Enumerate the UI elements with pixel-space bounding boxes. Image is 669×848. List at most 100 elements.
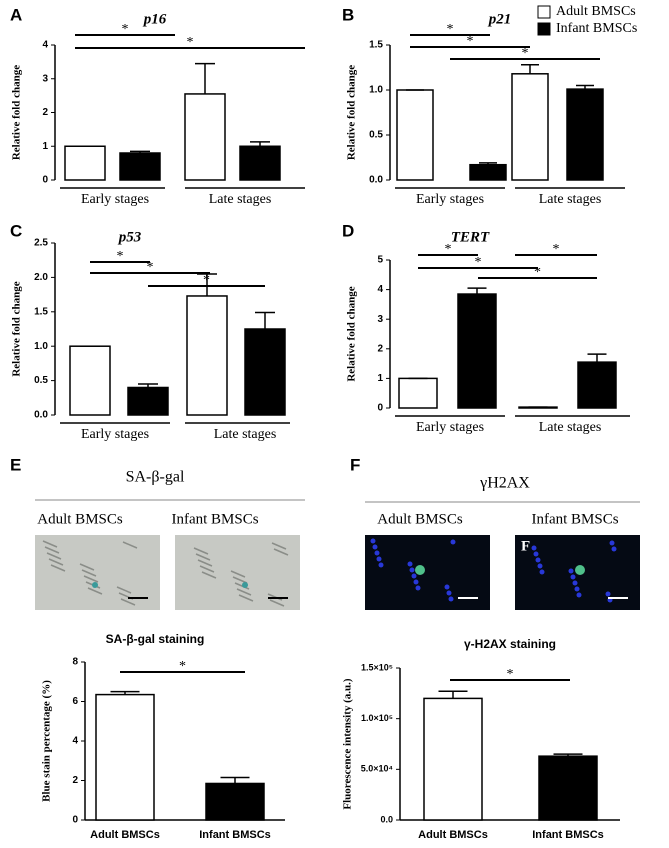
x-tick-label: Adult BMSCs	[418, 829, 488, 841]
nucleus	[448, 596, 454, 602]
y-tick-label: 1	[377, 373, 383, 384]
group-label: Late stages	[539, 420, 602, 435]
panel-label: C	[10, 221, 22, 240]
cell	[79, 563, 95, 571]
error-bar	[220, 776, 250, 784]
y-tick-label: 3	[42, 73, 48, 84]
bar	[396, 89, 434, 181]
nucleus	[611, 546, 617, 552]
y-tick-label: 4	[72, 736, 78, 747]
stain	[242, 582, 248, 588]
bar	[205, 782, 265, 821]
error-bar	[250, 141, 270, 147]
bar	[186, 295, 228, 416]
y-tick-label: 1.5×10⁵	[361, 662, 393, 672]
cell	[236, 588, 252, 596]
panel-label: F	[350, 455, 360, 474]
significance-label: *	[147, 260, 154, 275]
image-overlay: F	[521, 538, 530, 554]
y-tick-label: 2	[42, 107, 48, 118]
y-tick-label: 0.5	[369, 130, 383, 141]
significance-label: *	[467, 34, 474, 49]
error-bar	[576, 84, 594, 90]
nucleus	[409, 567, 415, 573]
y-tick-label: 2.0	[34, 272, 48, 283]
significance-label: *	[507, 667, 514, 682]
significance-label: *	[179, 659, 186, 674]
cell	[116, 586, 132, 594]
cell	[232, 576, 248, 584]
error-bar	[467, 287, 487, 295]
nucleus	[568, 568, 574, 574]
legend-swatch	[537, 22, 551, 36]
image-label: Adult BMSCs	[37, 511, 123, 527]
error-bar	[255, 311, 275, 329]
significance-label: *	[475, 255, 482, 270]
significance-label: *	[445, 242, 452, 257]
nucleus	[370, 538, 376, 544]
x-tick-label: Adult BMSCs	[90, 829, 160, 841]
nucleus	[376, 556, 382, 562]
nucleus	[413, 579, 419, 585]
significance-label: *	[122, 22, 129, 37]
y-tick-label: 0.0	[380, 814, 393, 824]
chart-title: TERT	[451, 229, 490, 245]
cell	[234, 582, 250, 590]
group-label: Early stages	[416, 192, 484, 207]
cell	[120, 598, 136, 606]
nucleus	[572, 580, 578, 586]
y-tick-label: 8	[72, 657, 78, 668]
nucleus	[374, 550, 380, 556]
nucleus	[570, 574, 576, 580]
panel-label: A	[10, 5, 22, 24]
legend-label: Infant BMSCs	[556, 21, 637, 36]
cell	[44, 546, 60, 554]
cell	[87, 587, 103, 595]
y-tick-label: 0.0	[369, 175, 383, 186]
y-axis-label: Blue stain percentage (%)	[41, 680, 53, 802]
nucleus	[446, 590, 452, 596]
nucleus	[576, 592, 582, 598]
bar	[469, 163, 507, 181]
bar	[566, 88, 604, 181]
group-label: Early stages	[416, 420, 484, 435]
error-bar	[587, 353, 607, 363]
group-label: Early stages	[81, 192, 149, 207]
significance-label: *	[522, 46, 529, 61]
y-tick-label: 4	[377, 284, 383, 295]
y-tick-label: 4	[42, 40, 48, 51]
significance-label: *	[187, 35, 194, 50]
significance-label: *	[117, 249, 124, 264]
y-tick-label: 2	[377, 343, 383, 354]
cell	[81, 569, 97, 577]
y-tick-label: 5	[377, 255, 383, 266]
nucleus	[605, 591, 611, 597]
significance-label: *	[534, 265, 541, 280]
cell	[238, 594, 254, 602]
nucleus	[444, 584, 450, 590]
significance-label: *	[203, 273, 210, 288]
cell	[193, 547, 209, 555]
bar	[119, 152, 161, 181]
panel-header: SA-β-gal	[126, 469, 185, 486]
chart-title: p16	[142, 11, 167, 27]
y-tick-label: 1	[42, 141, 48, 152]
y-tick-label: 0.5	[34, 375, 48, 386]
cell	[42, 540, 58, 548]
panel-label: E	[10, 455, 21, 474]
chart-title: SA-β-gal staining	[106, 632, 205, 646]
error-bar	[195, 62, 215, 94]
significance-label: *	[553, 242, 560, 257]
chart-title: γ-H2AX staining	[464, 637, 556, 651]
cell	[48, 558, 64, 566]
chart-title: p53	[117, 229, 142, 245]
panel-header: γH2AX	[479, 475, 530, 492]
bar	[64, 145, 106, 181]
cell	[46, 552, 62, 560]
cell	[273, 548, 289, 556]
cell	[230, 570, 246, 578]
y-tick-label: 0.0	[34, 410, 48, 421]
y-axis-label: Relative fold change	[11, 281, 23, 376]
cell	[122, 541, 138, 549]
